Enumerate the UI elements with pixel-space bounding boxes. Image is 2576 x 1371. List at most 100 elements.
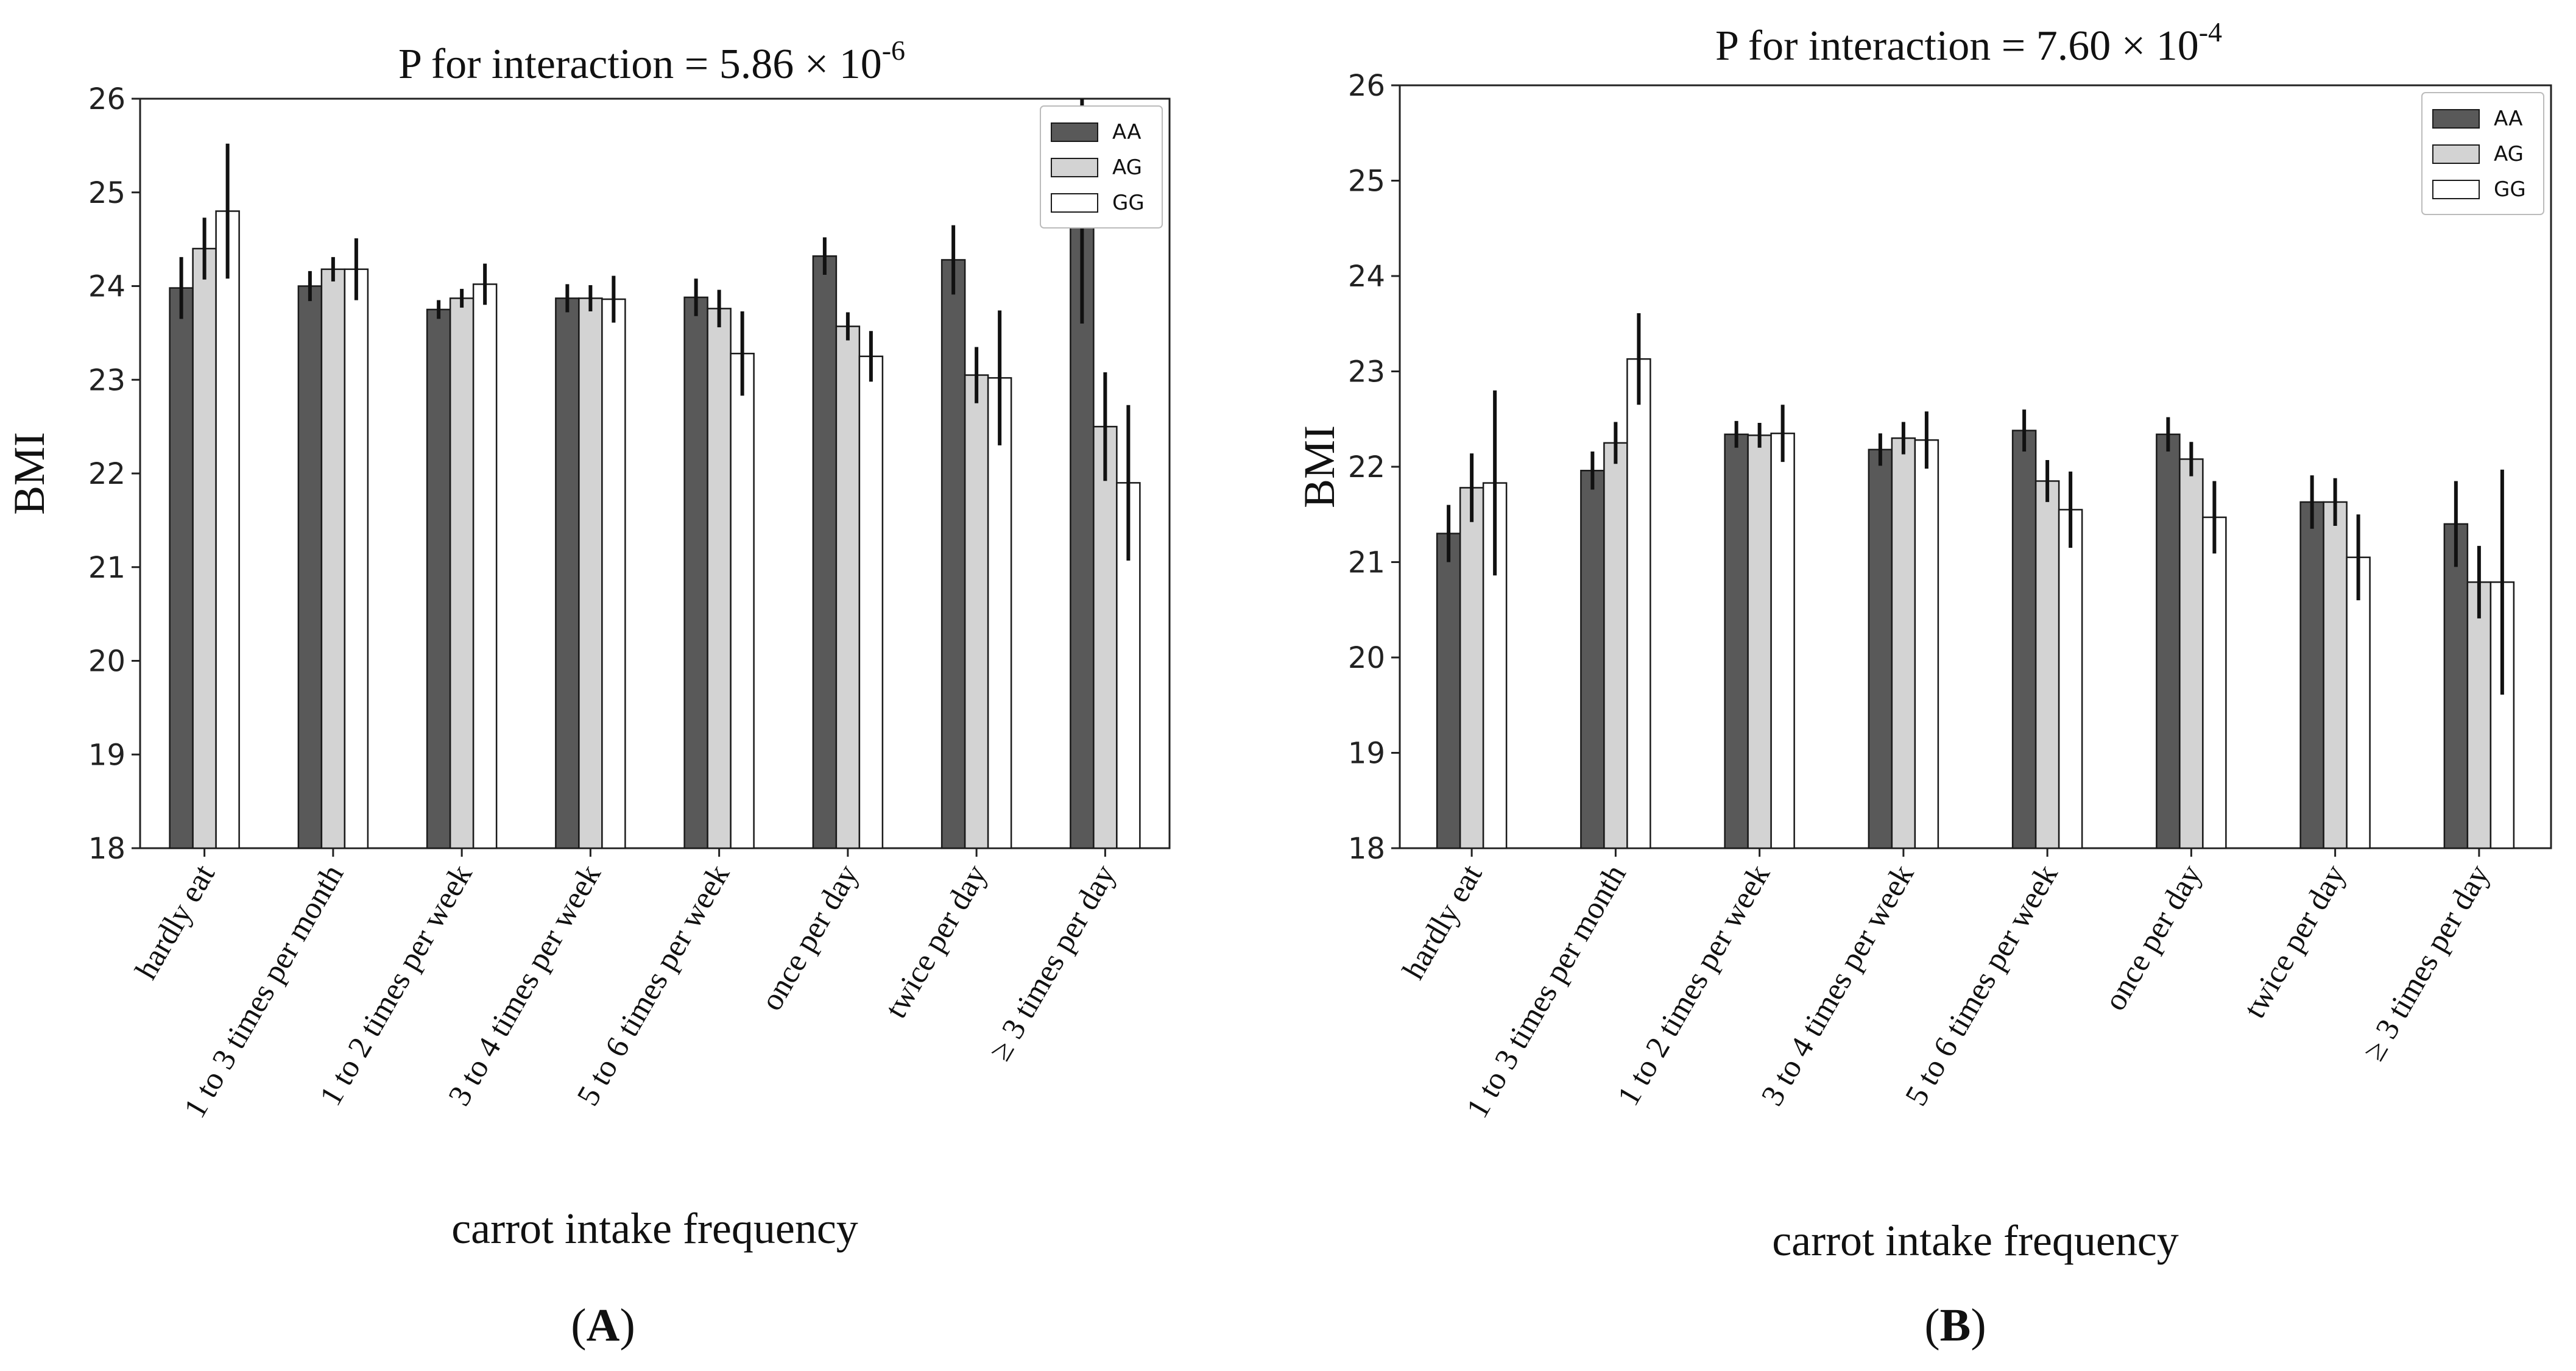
x-tick-label: ≥ 3 times per day (983, 859, 1123, 1067)
legend-label-aa: AA (1112, 120, 1141, 144)
bar-aa (2011, 430, 2037, 849)
bar-aa (1070, 200, 1095, 849)
y-tick-label: 25 (88, 176, 125, 210)
bar-gg (472, 283, 498, 849)
x-tick-label: once per day (2098, 859, 2209, 1017)
y-tick-label: 20 (88, 645, 125, 679)
bar-aa (2156, 433, 2181, 849)
panel-label: (B) (1924, 1300, 1986, 1351)
y-tick-label: 25 (1348, 165, 1385, 199)
x-axis-label: carrot intake frequency (451, 1204, 858, 1253)
bar-ag (578, 297, 603, 849)
bar-ag (2466, 581, 2492, 849)
bar-gg (344, 268, 369, 849)
x-axis-label: carrot intake frequency (1772, 1216, 2179, 1265)
x-tick-label: 3 to 4 times per week (1755, 859, 1921, 1112)
legend-swatch-aa (2432, 109, 2480, 129)
panel-a: 18 19 20 21 22 23 24 25 26 BMI P for interaction =… (5, 35, 1171, 1351)
legend-label-aa: AA (2494, 107, 2522, 131)
bar-ag (707, 308, 732, 849)
y-tick-label: 26 (88, 82, 125, 116)
bar-aa (1436, 533, 1461, 849)
panel-b: 18 19 20 21 22 23 24 25 26 BMI P for interaction =… (1295, 16, 2552, 1351)
bar-aa (555, 297, 580, 849)
panel-label: (A) (571, 1300, 635, 1351)
x-tick-label: twice per day (878, 859, 993, 1024)
bar-aa (169, 287, 194, 849)
x-tick-label: hardly eat (129, 859, 222, 985)
legend-label-ag: AG (2494, 142, 2524, 166)
y-tick-label: 19 (88, 738, 125, 772)
x-tick-label: twice per day (2237, 859, 2352, 1024)
bar-ag (449, 297, 475, 849)
plot-frame (1399, 84, 2552, 849)
bar-ag (1747, 434, 1772, 849)
bar-aa (940, 259, 966, 849)
y-tick-label: 22 (88, 457, 125, 491)
x-tick-label: 5 to 6 times per week (1899, 859, 2064, 1112)
legend-swatch-gg (2432, 180, 2480, 199)
bar-ag (2323, 501, 2348, 849)
bar-gg (601, 298, 626, 849)
x-tick-label: once per day (754, 859, 865, 1017)
bar-gg (858, 355, 884, 849)
y-tick-label: 18 (1348, 832, 1385, 866)
x-tick-label: hardly eat (1396, 859, 1489, 985)
bar-gg (730, 352, 755, 849)
legend-label-gg: GG (1112, 191, 1145, 215)
y-tick-label: 23 (88, 363, 125, 397)
legend-label-gg: GG (2494, 177, 2526, 202)
x-tick-label: 1 to 2 times per week (1611, 859, 1777, 1112)
bar-aa (812, 255, 838, 849)
y-axis-label: BMI (1295, 425, 1344, 508)
y-tick-label: 23 (1348, 355, 1385, 389)
y-tick-label: 21 (88, 551, 125, 585)
bar-ag (320, 268, 346, 849)
bar-ag (1603, 442, 1628, 849)
bar-gg (2346, 556, 2371, 849)
legend: AA AG GG (2421, 92, 2544, 215)
bar-aa (2299, 501, 2324, 849)
bar-aa (2443, 523, 2469, 849)
legend: AA AG GG (1040, 105, 1163, 228)
bar-ag (835, 325, 861, 849)
chart-title-text: P for interaction = 7.60 × 10 (1715, 23, 2199, 69)
legend-swatch-gg (1051, 193, 1098, 213)
y-tick-label: 24 (1348, 260, 1385, 294)
x-tick-label: 1 to 3 times per month (1460, 859, 1633, 1124)
plot-frame (139, 97, 1171, 849)
bar-gg (2058, 509, 2083, 849)
bar-gg (1626, 358, 1651, 849)
y-tick-label: 21 (1348, 546, 1385, 580)
bar-gg (1770, 432, 1795, 849)
chart-title: P for interaction = 5.86 × 10-6 (398, 35, 905, 88)
y-tick-label: 18 (88, 832, 125, 866)
y-tick-label: 22 (1348, 450, 1385, 484)
bar-ag (964, 374, 989, 849)
bar-aa (1724, 433, 1749, 849)
bar-gg (215, 210, 240, 849)
y-tick-label: 24 (88, 270, 125, 304)
legend-swatch-aa (1051, 122, 1098, 142)
bar-aa (426, 308, 451, 849)
chart-title: P for interaction = 7.60 × 10-4 (1715, 16, 2222, 69)
bar-ag (1459, 487, 1484, 849)
bar-gg (2202, 516, 2227, 849)
bar-ag (2179, 458, 2204, 849)
bar-ag (192, 247, 217, 849)
chart-title-exponent: -4 (2199, 16, 2222, 48)
y-tick-label: 19 (1348, 737, 1385, 771)
chart-title-exponent: -6 (882, 35, 905, 66)
bar-aa (683, 296, 708, 849)
chart-title-text: P for interaction = 5.86 × 10 (398, 41, 882, 88)
bar-ag (1093, 425, 1118, 849)
y-axis-label: BMI (5, 432, 54, 515)
y-tick-label: 26 (1348, 69, 1385, 103)
bar-gg (987, 377, 1012, 849)
bar-ag (2034, 480, 2060, 849)
bar-aa (1580, 470, 1605, 849)
legend-swatch-ag (2432, 144, 2480, 164)
x-tick-label: ≥ 3 times per day (2357, 859, 2497, 1067)
bar-ag (1891, 437, 1916, 849)
